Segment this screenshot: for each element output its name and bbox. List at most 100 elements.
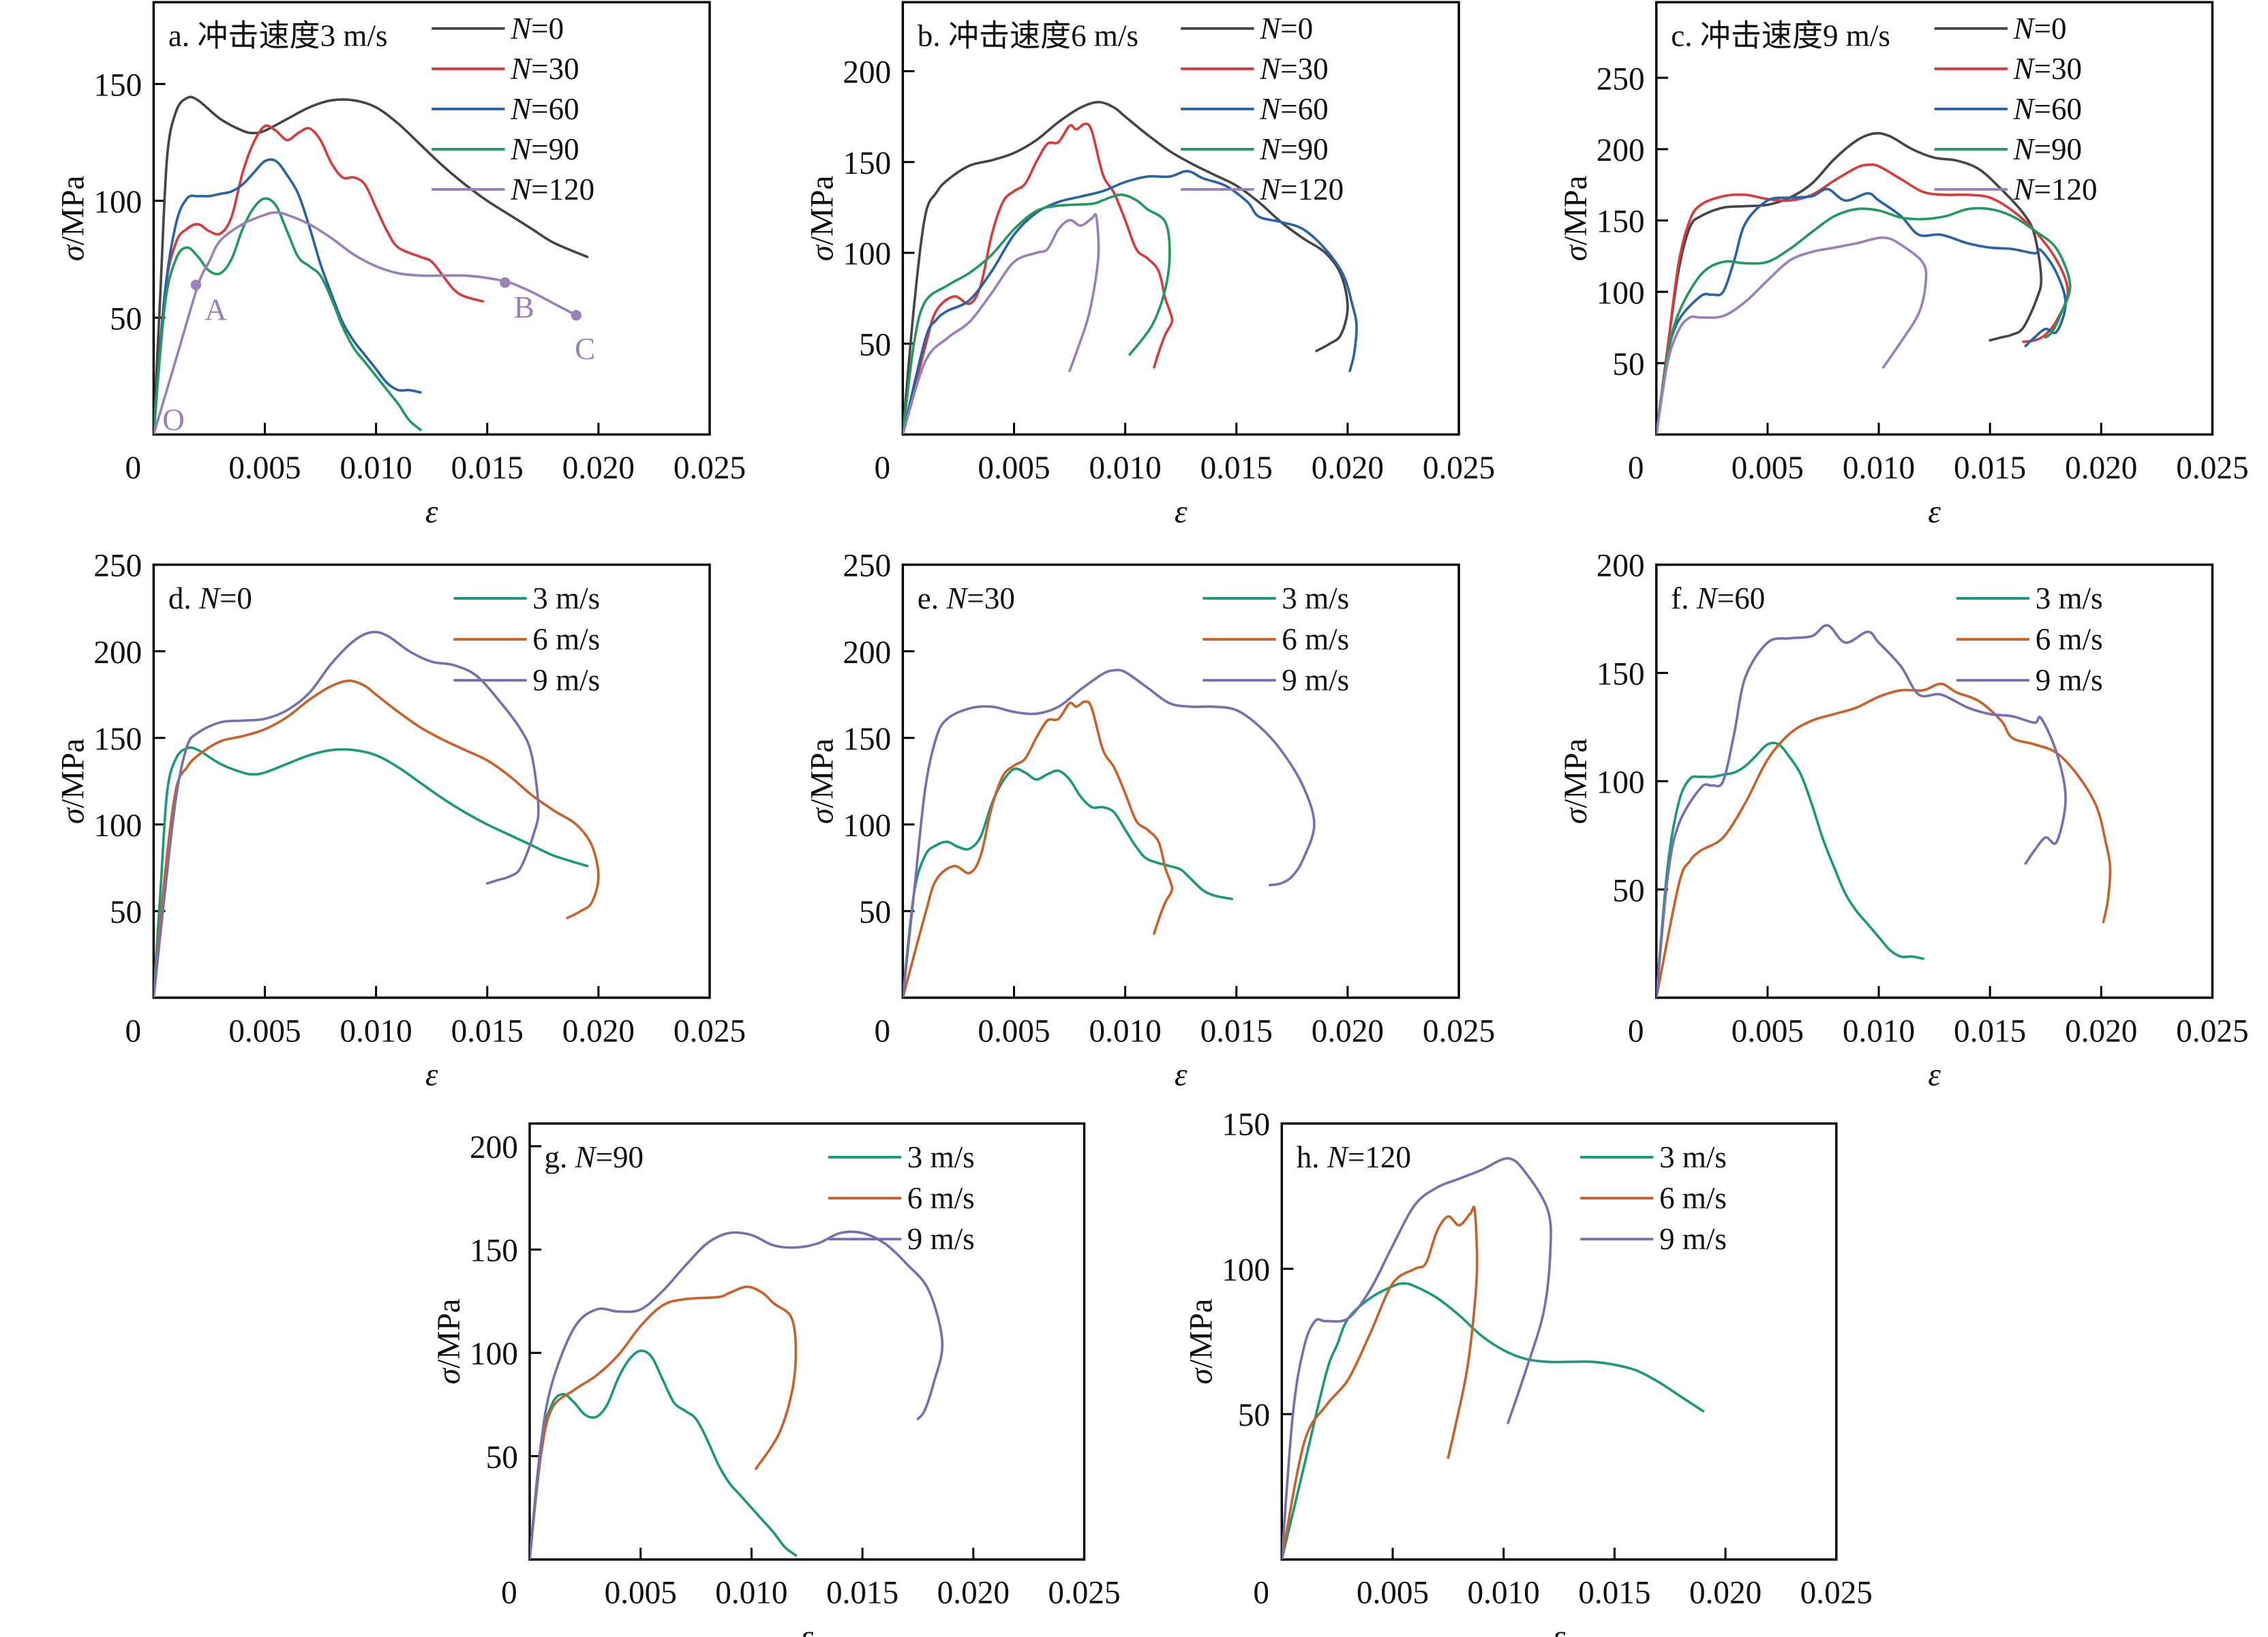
y-axis-unit: /MPa xyxy=(55,738,91,808)
x-tick-label: 0.015 xyxy=(1954,1013,2026,1049)
x-tick-label: 0.010 xyxy=(340,1013,412,1049)
plot-frame xyxy=(901,563,1460,999)
x-tick-label: 0.025 xyxy=(1423,1013,1495,1049)
x-tick-label: 0 xyxy=(1628,450,1644,486)
x-tick-label: 0 xyxy=(875,450,891,486)
legend: 3 m/s 6 m/s 9 m/s xyxy=(453,581,600,697)
annotation-point-b xyxy=(500,277,511,288)
panel-title: e. N=30 xyxy=(918,581,1015,615)
x-axis-title: ε xyxy=(1175,1058,1188,1093)
plot-frame xyxy=(528,1122,1086,1561)
panel-f: 0 0.005 0.010 0.015 0.020 0.025 50 100 150 200 ε σ/… xyxy=(1558,549,2249,1093)
y-tick-label: 100 xyxy=(1222,1253,1270,1288)
y-tick-label: 100 xyxy=(843,236,891,272)
y-tick-label: 150 xyxy=(1597,204,1645,240)
legend-label: 9 m/s xyxy=(1659,1222,1727,1256)
plot-frame xyxy=(1280,1122,1838,1561)
x-tick-label: 0.015 xyxy=(451,450,524,486)
legend-label: 6 m/s xyxy=(1659,1181,1727,1215)
panel-title: g. N=90 xyxy=(544,1140,644,1174)
series-line-6-m-s xyxy=(903,700,1174,998)
legend-label: 3 m/s xyxy=(907,1140,975,1174)
y-axis-symbol: σ xyxy=(55,244,91,261)
legend-item: N=90 xyxy=(1181,132,1329,166)
curves xyxy=(1656,132,2072,435)
legend: N=0 N=30 N=60 N=90 N=120 xyxy=(432,12,594,206)
legend-label: 9 m/s xyxy=(1282,663,1349,697)
y-tick-label: 150 xyxy=(1597,657,1645,692)
legend-item: 6 m/s xyxy=(1580,1181,1727,1215)
legend-item: 6 m/s xyxy=(453,622,600,656)
panel-a: 0 0.005 0.010 0.015 0.020 0.025 50 100 150 ε σ/MPa… xyxy=(55,1,746,530)
x-axis-title: ε xyxy=(425,1058,438,1093)
panel-e: 0 0.005 0.010 0.015 0.020 0.025 50 100 150 200 250… xyxy=(804,549,1495,1093)
legend-label: 9 m/s xyxy=(907,1222,975,1256)
legend-label: N=0 xyxy=(1259,12,1313,46)
legend-item: N=120 xyxy=(432,172,594,206)
y-tick-label: 50 xyxy=(110,895,142,930)
legend-label: N=90 xyxy=(2013,132,2083,166)
y-axis-unit: /MPa xyxy=(432,1299,467,1368)
series-line-n-120 xyxy=(903,213,1100,435)
y-axis-unit: /MPa xyxy=(804,738,840,808)
series-line-3-m-s xyxy=(1282,1282,1705,1560)
x-axis-title: ε xyxy=(1928,494,1941,530)
x-tick-label: 0.025 xyxy=(2176,450,2248,486)
legend-label: 9 m/s xyxy=(2036,663,2103,697)
legend-label: N=0 xyxy=(510,12,564,46)
x-tick-label: 0.010 xyxy=(1089,1013,1161,1049)
legend: 3 m/s 6 m/s 9 m/s xyxy=(1203,581,1349,697)
panel-title: c. 冲击速度9 m/s xyxy=(1671,19,1890,53)
legend-item: 3 m/s xyxy=(828,1140,975,1174)
legend-label: 3 m/s xyxy=(2036,581,2103,615)
legend-item: 9 m/s xyxy=(1203,663,1349,697)
x-tick-label: 0.010 xyxy=(1089,450,1161,486)
y-tick-label: 150 xyxy=(470,1234,518,1269)
y-tick-label: 200 xyxy=(470,1130,518,1165)
series-line-3-m-s xyxy=(530,1349,798,1560)
y-tick-label: 200 xyxy=(843,635,891,671)
y-tick-label: 150 xyxy=(1222,1107,1270,1143)
panel-b: 0 0.005 0.010 0.015 0.020 0.025 50 100 150 200 ε σ/… xyxy=(804,1,1495,530)
legend-label: N=60 xyxy=(510,92,579,126)
legend-item: 3 m/s xyxy=(1580,1140,1727,1174)
x-tick-label: 0.015 xyxy=(1954,450,2026,486)
y-axis-title: σ/MPa xyxy=(55,176,91,262)
y-tick-label: 50 xyxy=(1612,873,1644,908)
series-line-n-30 xyxy=(903,122,1174,435)
annotation-label-o: O xyxy=(162,403,185,437)
legend-label: 3 m/s xyxy=(532,581,600,615)
series-line-n-90 xyxy=(153,197,422,435)
legend-item: 3 m/s xyxy=(453,581,600,615)
y-tick-label: 200 xyxy=(93,635,142,671)
x-tick-label: 0.015 xyxy=(1200,1013,1273,1049)
legend-item: N=90 xyxy=(1934,132,2083,166)
legend: 3 m/s 6 m/s 9 m/s xyxy=(828,1140,975,1256)
y-tick-label: 50 xyxy=(859,327,891,363)
x-tick-label: 0.010 xyxy=(340,450,412,486)
legend-item: 9 m/s xyxy=(1956,663,2103,697)
series-line-n-0 xyxy=(1656,132,2043,435)
series-line-n-60 xyxy=(153,158,422,435)
y-axis-unit: /MPa xyxy=(55,176,91,245)
y-tick-label: 150 xyxy=(843,722,891,757)
x-tick-label: 0 xyxy=(125,1013,142,1049)
series-line-3-m-s xyxy=(903,767,1234,998)
legend-item: N=120 xyxy=(1181,172,1344,206)
series-line-6-m-s xyxy=(153,679,600,998)
y-axis-title: σ/MPa xyxy=(432,1299,467,1385)
plot-frame xyxy=(1655,1,2214,436)
legend-label: 9 m/s xyxy=(532,663,600,697)
y-tick-label: 250 xyxy=(93,549,142,584)
legend: 3 m/s 6 m/s 9 m/s xyxy=(1580,1140,1727,1256)
panel-title: d. N=0 xyxy=(168,581,252,615)
legend-label: N=60 xyxy=(1259,92,1329,126)
x-tick-label: 0.020 xyxy=(1312,1013,1384,1049)
y-axis-symbol: σ xyxy=(1558,244,1594,261)
series-line-9-m-s xyxy=(903,669,1316,998)
series-line-n-90 xyxy=(1656,206,2072,435)
panel-title: h. N=120 xyxy=(1297,1140,1411,1174)
plot-frame xyxy=(152,563,711,999)
y-tick-label: 200 xyxy=(1597,133,1645,168)
x-tick-label: 0.010 xyxy=(715,1576,787,1611)
